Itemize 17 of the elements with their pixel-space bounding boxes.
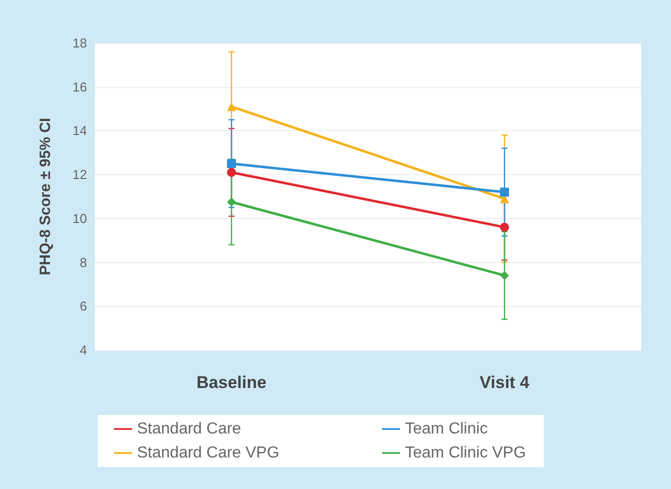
y-tick-label: 18: [72, 36, 87, 50]
point: [227, 168, 236, 177]
y-tick-label: 8: [80, 254, 87, 270]
legend-label: Standard Care VPG: [137, 444, 280, 462]
y-tick-label: 12: [72, 167, 87, 182]
y-axis-title: PHQ-8 Score ± 95% CI: [37, 118, 54, 276]
y-tick-label: 10: [72, 210, 87, 226]
y-tick-label: 4: [80, 342, 87, 358]
point: [500, 270, 509, 280]
legend-label: Team Clinic: [405, 420, 488, 438]
legend-label: Standard Care: [137, 420, 242, 438]
y-tick-label: 16: [72, 79, 87, 94]
x-tick-label: Visit 4: [480, 373, 530, 392]
legend-label: Team Clinic VPG: [405, 444, 526, 462]
y-tick-label: 14: [72, 123, 87, 138]
y-tick-label: 6: [80, 298, 87, 314]
x-tick-label: Baseline: [196, 373, 266, 392]
